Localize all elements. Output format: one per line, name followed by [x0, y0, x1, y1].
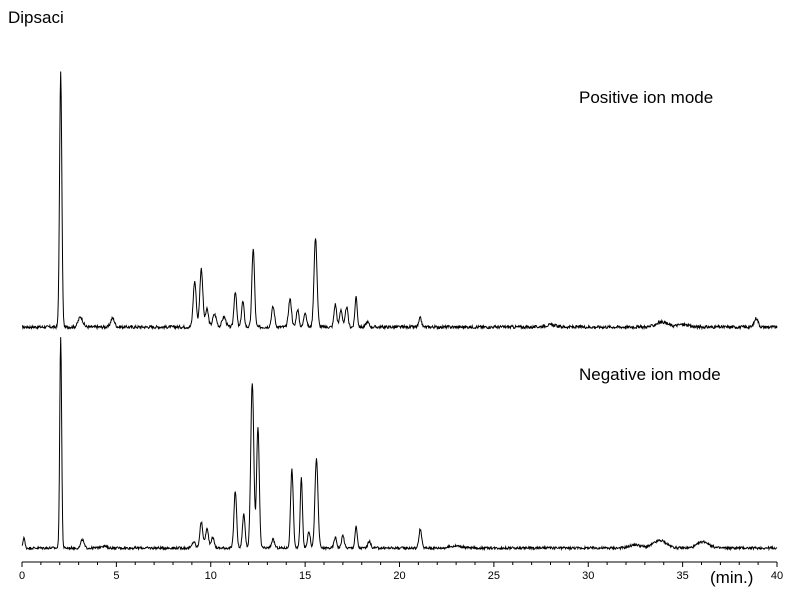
x-tick-label: 40	[771, 570, 783, 582]
x-tick-label: 35	[677, 570, 689, 582]
trace-line-negative	[21, 337, 778, 552]
series-label-positive: Positive ion mode	[579, 88, 713, 107]
x-tick-label: 5	[113, 570, 119, 582]
x-axis-unit-label: (min.)	[710, 568, 753, 587]
series-label-negative: Negative ion mode	[579, 365, 721, 384]
x-axis: 0 5 10 15 20 25 30 35 40	[19, 561, 783, 582]
traces-group	[21, 71, 778, 552]
x-tick-label: 10	[205, 570, 217, 582]
x-tick-label: 30	[582, 570, 594, 582]
x-tick-label: 25	[488, 570, 500, 582]
chart-title: Dipsaci	[8, 8, 64, 27]
trace-line-positive	[21, 71, 778, 331]
x-tick-label: 15	[299, 570, 311, 582]
x-tick-label: 0	[19, 570, 25, 582]
x-tick-label: 20	[393, 570, 405, 582]
